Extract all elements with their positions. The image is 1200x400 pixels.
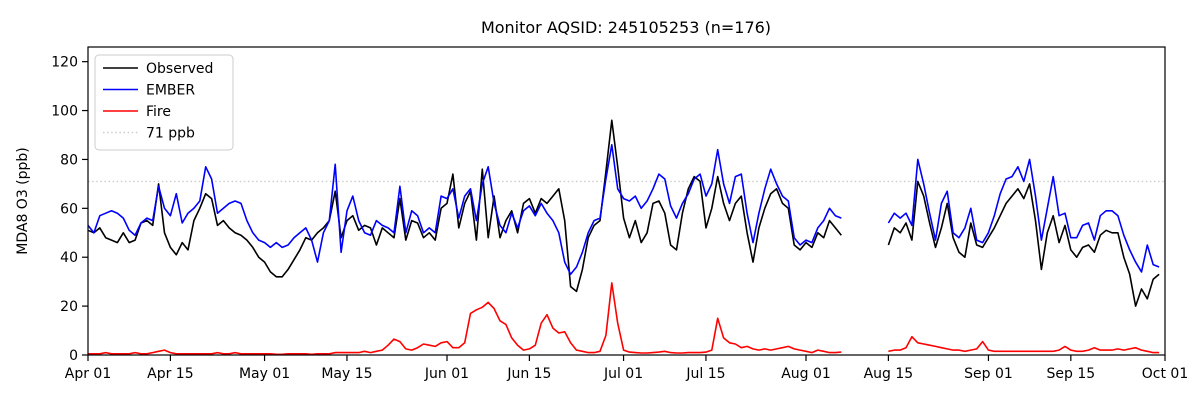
- legend-label: 71 ppb: [146, 126, 195, 142]
- y-axis: 0 20 40 60 80 100 120: [51, 55, 88, 364]
- y-tick-label: 20: [60, 299, 78, 315]
- x-tick-label: Sep 15: [1047, 366, 1096, 382]
- x-tick-label: Oct 01: [1142, 366, 1188, 382]
- x-tick-label: Aug 01: [781, 366, 831, 382]
- y-axis-title: MDA8 O3 (ppb): [15, 147, 31, 255]
- legend-item-71-ppb: 71 ppb: [103, 126, 195, 142]
- legend-label: EMBER: [146, 83, 195, 99]
- y-tick-label: 100: [51, 104, 78, 120]
- y-tick-label: 0: [69, 348, 78, 364]
- axes: Apr 01 Apr 15 May 01 May 15 Jun 01 Jun 15 Jul …: [51, 46, 1188, 382]
- x-tick-label: Apr 15: [147, 366, 193, 382]
- legend: Observed EMBER Fire 71 ppb: [94, 54, 234, 151]
- y-tick-label: 40: [60, 250, 78, 266]
- y-tick-label: 120: [51, 55, 78, 71]
- x-tick-label: Jun 15: [506, 366, 551, 382]
- y-tick-label: 60: [60, 201, 78, 217]
- y-tick-label: 80: [60, 152, 78, 168]
- legend-label: Fire: [146, 104, 171, 120]
- legend-item-fire: Fire: [103, 104, 171, 120]
- legend-item-ember: EMBER: [103, 83, 195, 99]
- ember-line: [87, 144, 1160, 276]
- legend-label: Observed: [146, 61, 213, 77]
- fire-line: [88, 282, 1160, 356]
- x-tick-label: Jul 01: [603, 366, 643, 382]
- plot-border: [87, 46, 1166, 356]
- legend-item-observed: Observed: [103, 61, 213, 77]
- x-tick-label: Jun 01: [424, 366, 469, 382]
- x-tick-label: Jul 15: [685, 366, 725, 382]
- legend-box: [94, 54, 234, 151]
- x-tick-label: May 01: [239, 366, 290, 382]
- x-tick-label: Aug 15: [864, 366, 914, 382]
- x-tick-label: Sep 01: [964, 366, 1013, 382]
- series-lines: [87, 119, 1160, 356]
- chart-title: Monitor AQSID: 245105253 (n=176): [481, 18, 771, 37]
- x-tick-label: Apr 01: [65, 366, 111, 382]
- x-axis: Apr 01 Apr 15 May 01 May 15 Jun 01 Jun 15 Jul …: [65, 355, 1188, 382]
- x-tick-label: May 15: [321, 366, 372, 382]
- observed-line: [87, 119, 1160, 307]
